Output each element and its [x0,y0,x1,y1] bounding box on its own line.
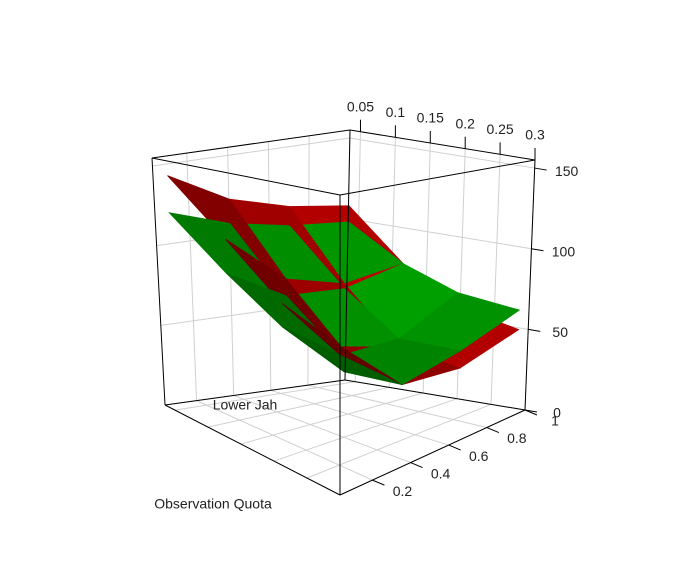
ticks: 0.05 0.1 0.15 0.2 0.25 0.3 0 50 100 150 0.2 0.4 0.6 0… [347,98,579,498]
tick-mark [410,462,423,469]
tick-mark [524,409,538,416]
tick-mark [448,444,461,451]
tick-mark [534,167,547,171]
surface-patch [282,326,403,386]
x-axis-label: Lower Jah [213,397,278,413]
y-axis-label: Observation Quota [154,496,272,512]
tick-mark [528,328,541,332]
box [151,129,536,496]
z-tick-label: 150 [555,163,579,179]
x-tick-label: 0.1 [386,104,406,120]
y-tick-label: 0.8 [507,430,527,446]
tick-mark [372,479,385,486]
y-tick-label: 1 [551,413,559,429]
x-tick-label: 0.05 [347,98,374,114]
x-tick-label: 0.2 [455,115,475,131]
surfaces [167,175,521,386]
box-edge [151,157,341,196]
x-tick-label: 0.15 [417,110,444,126]
box-edge [151,157,166,406]
z-tick-label: 100 [552,243,576,259]
z-tick-label: 50 [552,324,568,340]
box-edge [339,409,526,496]
box-edge [344,129,351,381]
z-tick-label: 0 [553,405,561,421]
x-tick-label: 0.25 [486,121,513,137]
box-edge [349,129,536,161]
box-edge [151,129,351,159]
tick-mark [486,427,500,433]
box-edge [164,404,341,496]
box-edge [344,379,526,411]
box-edge [164,379,346,406]
tick-mark [531,248,544,252]
y-tick-label: 0.6 [469,448,489,464]
box-edge [339,159,536,196]
box-edge [524,159,536,411]
x-tick-label: 0.3 [525,127,545,143]
y-tick-label: 0.4 [431,465,451,481]
y-tick-label: 0.2 [393,483,413,499]
